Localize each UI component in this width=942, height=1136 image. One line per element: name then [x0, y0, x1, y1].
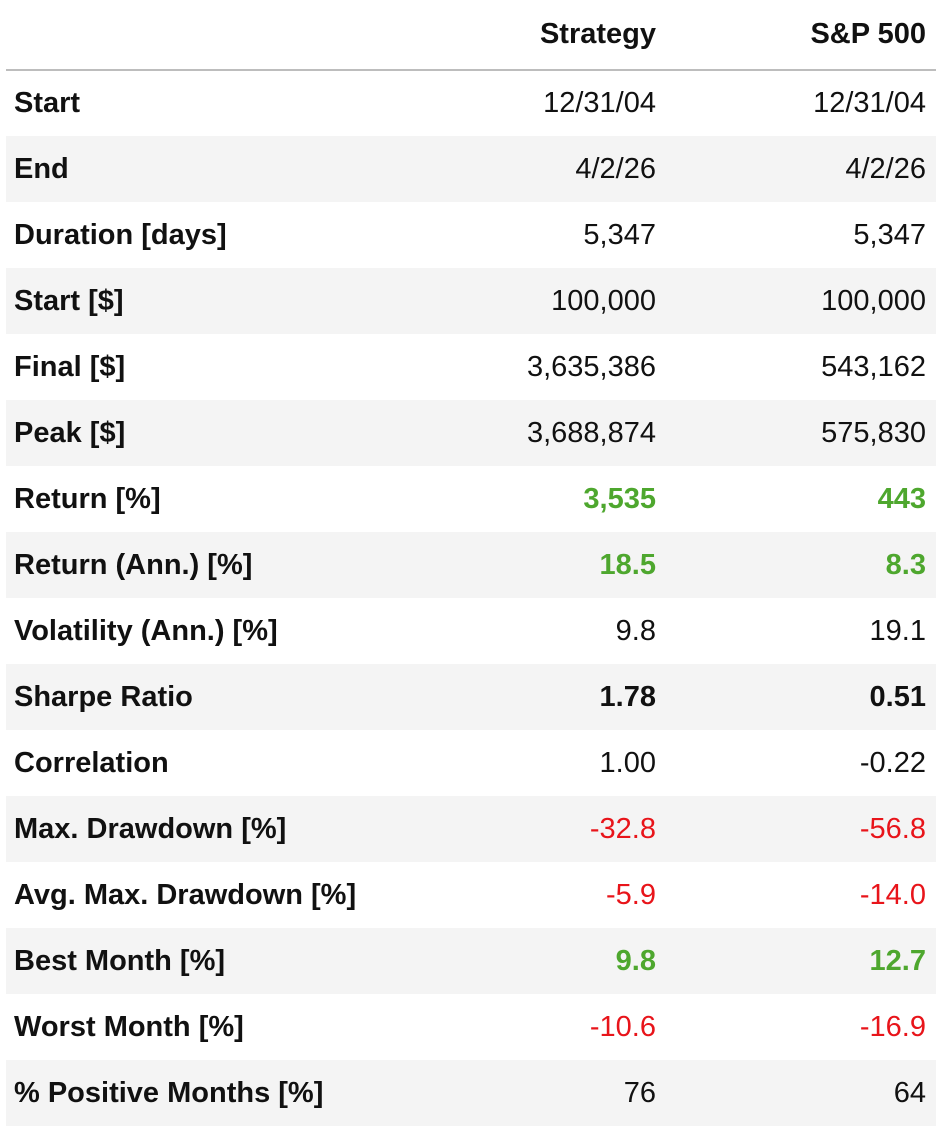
- strategy-value: 100,000: [436, 268, 666, 334]
- benchmark-value: 443: [877, 482, 926, 515]
- table-row: Peak [$] 3,688,874 575,830: [6, 400, 936, 466]
- row-label: Start [$]: [6, 268, 436, 334]
- benchmark-value: -14.0: [859, 878, 926, 911]
- strategy-value: 3,688,874: [436, 400, 666, 466]
- strategy-value: 9.8: [436, 928, 666, 994]
- row-label: Return (Ann.) [%]: [6, 532, 436, 598]
- header-benchmark: S&P 500: [666, 0, 936, 71]
- row-label: Final [$]: [14, 350, 126, 383]
- row-label: Start: [14, 87, 81, 119]
- strategy-value: 18.5: [436, 532, 666, 598]
- header-strategy: Strategy: [436, 0, 666, 71]
- benchmark-value: 5,347: [853, 218, 926, 251]
- row-label: Best Month [%]: [6, 928, 436, 994]
- table-row: Worst Month [%] -10.6 -16.9: [6, 994, 936, 1060]
- table-row: Avg. Max. Drawdown [%] -5.9 -14.0: [6, 862, 936, 928]
- strategy-value: 1.00: [599, 746, 656, 779]
- table-row: Volatility (Ann.) [%] 9.8 19.1: [6, 598, 936, 664]
- table-row: Duration [days] 5,347 5,347: [6, 202, 936, 268]
- row-label: Peak [$]: [6, 400, 436, 466]
- benchmark-value: 12/31/04: [813, 87, 926, 119]
- strategy-value: -10.6: [589, 1010, 656, 1043]
- benchmark-value: 575,830: [666, 400, 936, 466]
- row-label: Sharpe Ratio: [6, 664, 436, 730]
- row-label: Avg. Max. Drawdown [%]: [14, 878, 357, 911]
- table-row: Best Month [%] 9.8 12.7: [6, 928, 936, 994]
- performance-stats-table: Strategy S&P 500 Start 12/31/04 12/31/04 En…: [6, 0, 936, 1126]
- benchmark-value: -16.9: [859, 1010, 926, 1043]
- table-row: % Positive Months [%] 76 64: [6, 1060, 936, 1126]
- row-label: Worst Month [%]: [14, 1010, 244, 1043]
- table-body: Start 12/31/04 12/31/04 End 4/2/26 4/2/26 Dura…: [6, 70, 936, 1126]
- benchmark-value: 100,000: [666, 268, 936, 334]
- row-label: Correlation: [14, 746, 169, 779]
- benchmark-value: 543,162: [821, 350, 926, 383]
- benchmark-value: -56.8: [666, 796, 936, 862]
- strategy-value: 76: [436, 1060, 666, 1126]
- table-header: Strategy S&P 500: [6, 0, 936, 71]
- header-row: Strategy S&P 500: [6, 0, 936, 71]
- strategy-value: 1.78: [436, 664, 666, 730]
- benchmark-value: -0.22: [859, 746, 926, 779]
- strategy-value: 3,535: [583, 482, 656, 515]
- strategy-value: 12/31/04: [543, 87, 656, 119]
- strategy-value: 4/2/26: [436, 136, 666, 202]
- benchmark-value: 19.1: [869, 614, 926, 647]
- header-corner: [6, 0, 436, 71]
- row-label: End: [6, 136, 436, 202]
- table-row: Start [$] 100,000 100,000: [6, 268, 936, 334]
- table-row: Return (Ann.) [%] 18.5 8.3: [6, 532, 936, 598]
- benchmark-value: 8.3: [666, 532, 936, 598]
- table-row: Start 12/31/04 12/31/04: [6, 70, 936, 136]
- benchmark-value: 64: [666, 1060, 936, 1126]
- row-label: % Positive Months [%]: [6, 1060, 436, 1126]
- row-label: Return [%]: [14, 482, 161, 515]
- strategy-value: -5.9: [606, 878, 656, 911]
- strategy-value: -32.8: [436, 796, 666, 862]
- table-row: Max. Drawdown [%] -32.8 -56.8: [6, 796, 936, 862]
- table-row: Sharpe Ratio 1.78 0.51: [6, 664, 936, 730]
- row-label: Volatility (Ann.) [%]: [14, 614, 278, 647]
- benchmark-value: 4/2/26: [666, 136, 936, 202]
- table-row: Final [$] 3,635,386 543,162: [6, 334, 936, 400]
- strategy-value: 3,635,386: [526, 350, 656, 383]
- strategy-value: 5,347: [583, 218, 656, 251]
- strategy-value: 9.8: [615, 614, 656, 647]
- table-row: Correlation 1.00 -0.22: [6, 730, 936, 796]
- benchmark-value: 12.7: [666, 928, 936, 994]
- table-row: Return [%] 3,535 443: [6, 466, 936, 532]
- row-label: Max. Drawdown [%]: [6, 796, 436, 862]
- row-label: Duration [days]: [14, 218, 227, 251]
- benchmark-value: 0.51: [666, 664, 936, 730]
- table-row: End 4/2/26 4/2/26: [6, 136, 936, 202]
